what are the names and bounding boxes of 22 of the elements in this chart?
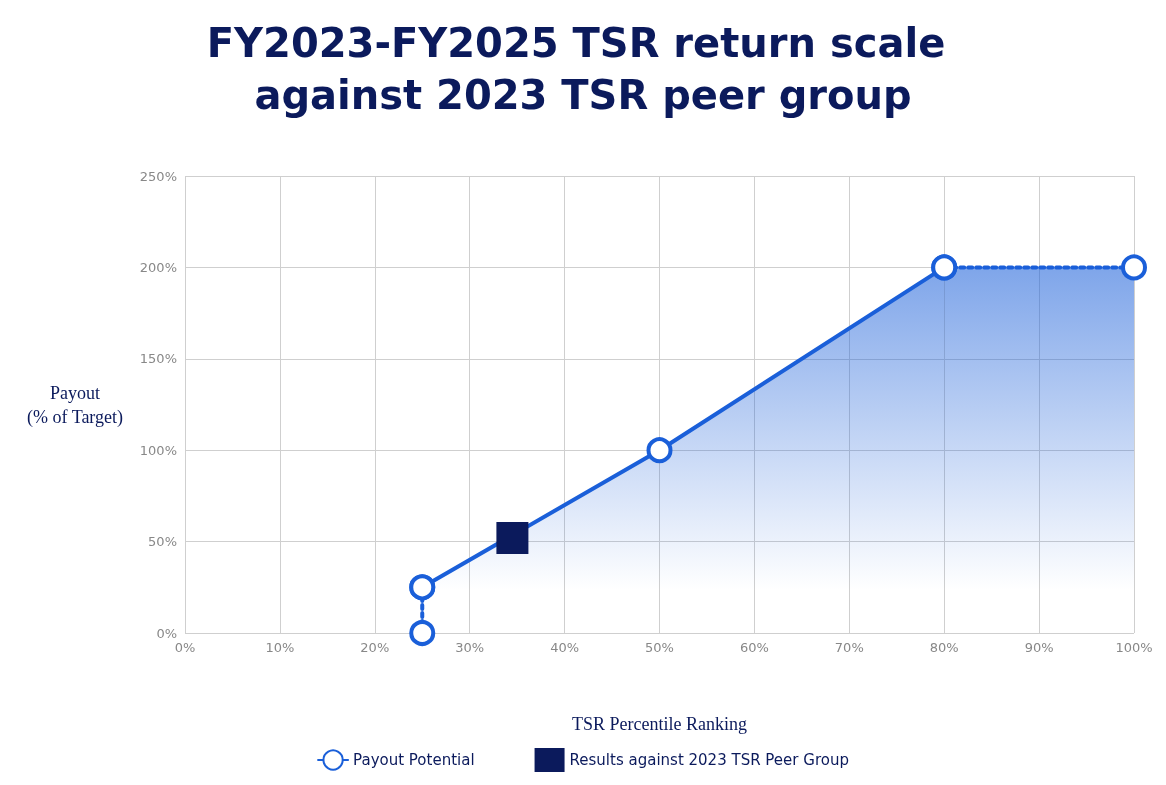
y-axis-title: Payout (% of Target) <box>26 382 124 428</box>
x-tick-label: 90% <box>1024 640 1054 655</box>
x-tick-label: 60% <box>739 640 769 655</box>
x-tick-label: 0% <box>174 640 196 655</box>
y-tick-label: 100% <box>139 442 177 458</box>
y-tick-label: 0% <box>156 625 177 641</box>
x-tick-label: 100% <box>1115 640 1153 655</box>
legend-label: Payout Potential <box>353 751 475 769</box>
y-tick-label: 150% <box>139 351 177 367</box>
y-tick-label: 50% <box>148 534 177 550</box>
x-tick-label: 20% <box>360 640 390 655</box>
y-tick-label: 200% <box>139 259 177 275</box>
x-tick-label: 40% <box>550 640 580 655</box>
x-tick-label: 50% <box>645 640 674 655</box>
x-axis-title: TSR Percentile Ranking <box>572 714 747 734</box>
x-tick-label: 80% <box>929 640 959 655</box>
chart-title: FY2023-FY2025 TSR return scale against 2023 TSR peer group <box>206 20 960 118</box>
legend-label: Results against 2023 TSR Peer Group <box>569 751 849 769</box>
y-tick-label: 250% <box>139 168 177 184</box>
x-tick-label: 10% <box>265 640 295 655</box>
x-tick-label: 70% <box>834 640 864 655</box>
x-tick-label: 30% <box>455 640 485 655</box>
